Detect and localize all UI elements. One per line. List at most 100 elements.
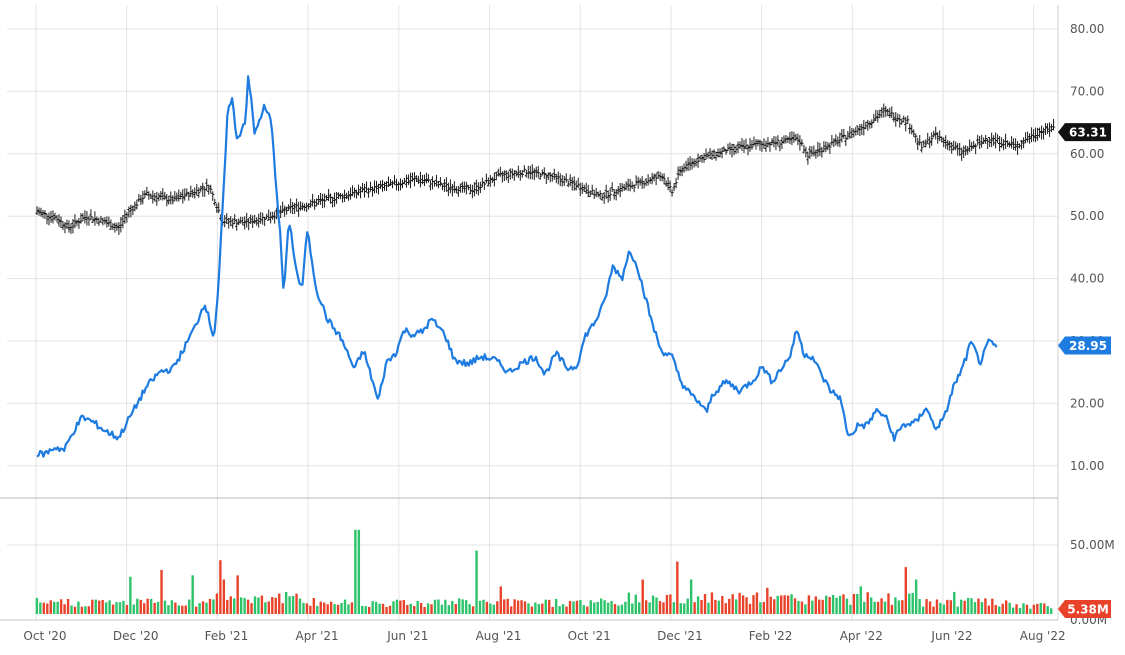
volume-bar [973,602,977,614]
volume-bar [478,600,482,614]
volume-bar [70,605,73,614]
volume-bar [284,591,288,614]
volume-bar [599,598,603,614]
volume-bar [444,599,447,614]
volume-bar [406,604,409,614]
volume-bar [388,605,392,614]
volume-bar [669,594,672,614]
volume-bar [942,604,946,614]
volume-bar [731,594,734,614]
volume-bar [863,601,866,614]
volume-bar [357,529,361,614]
volume-bar [163,600,167,614]
volume-bar [665,594,669,614]
volume-tick-label: 50.00M [1070,538,1115,552]
volume-bar [859,586,862,614]
volume-bar [980,602,984,614]
volume-bar [343,599,347,614]
volume-bar [174,602,177,614]
volume-bar [748,603,752,614]
volume-bar [482,599,485,614]
comparison-last-label: 28.95 [1058,336,1111,355]
volume-bar [108,600,111,614]
volume-bar [894,597,897,614]
volume-bar [94,599,97,614]
volume-bar [596,601,599,614]
x-tick-label: Dec '21 [657,629,703,643]
volume-bar [496,601,499,614]
volume-bar [866,592,869,614]
volume-bar [236,575,239,614]
volume-bar [641,579,644,614]
volume-bar [160,569,163,614]
volume-bars [35,529,1053,614]
volume-bar [606,602,610,614]
volume-bar [426,603,430,614]
volume-bar [548,599,551,614]
volume-bar [336,604,340,614]
volume-bar [1039,603,1042,614]
volume-bar [433,599,437,614]
volume-bar [921,606,925,614]
volume-bar [260,595,264,614]
volume-bar [773,599,776,614]
volume-bar [243,598,246,614]
volume-bar [959,599,963,614]
volume-bar [35,598,39,614]
volume-bar [939,602,942,614]
volume-bar [831,594,835,614]
volume-bar [932,606,935,614]
volume-bar [323,602,326,614]
volume-bar [194,606,198,614]
volume-bar [302,602,305,614]
volume-bar [87,606,91,614]
volume-bar [98,600,101,614]
volume-bar [842,594,845,614]
volume-bar [56,601,59,614]
volume-bar [786,595,790,614]
volume-bar [333,604,336,614]
volume-bar [354,529,357,614]
volume-bar [1029,608,1032,614]
volume-bar [575,600,579,614]
volume-bar [658,601,662,614]
volume-bar [869,597,873,614]
volume-bar [149,598,153,614]
volume-bar [807,595,811,614]
volume-bar [977,598,980,614]
volume-bar [59,599,63,614]
volume-bar [620,604,624,614]
volume-bar [208,598,212,614]
volume-bar [129,576,132,614]
volume-bar [239,597,243,614]
volume-bar [104,602,108,614]
volume-bar [572,601,575,614]
volume-bar [984,598,987,614]
volume-bar [766,587,769,614]
volume-bar [741,595,745,614]
volume-bar [634,594,637,614]
volume-bar [953,591,956,614]
volume-bar [1018,607,1022,614]
volume-bar [586,606,589,614]
volume-bar [776,595,779,614]
volume-bar [908,593,911,614]
volume-bar [759,602,762,614]
volume-bar [125,605,129,614]
volume-bar [246,599,250,614]
volume-bar [856,593,859,614]
comparison-line [36,75,998,458]
volume-bar [257,597,260,614]
volume-bar [707,602,710,614]
volume-bar [395,599,399,614]
volume-bar [717,600,721,614]
y-tick-label: 50.00 [1070,209,1104,223]
volume-bar [901,600,904,614]
x-tick-label: Apr '22 [840,629,883,643]
volume-bar [329,601,333,614]
volume-bar [734,599,738,614]
volume-bar [911,592,914,614]
volume-bar [579,600,582,614]
volume-bar [454,604,457,614]
